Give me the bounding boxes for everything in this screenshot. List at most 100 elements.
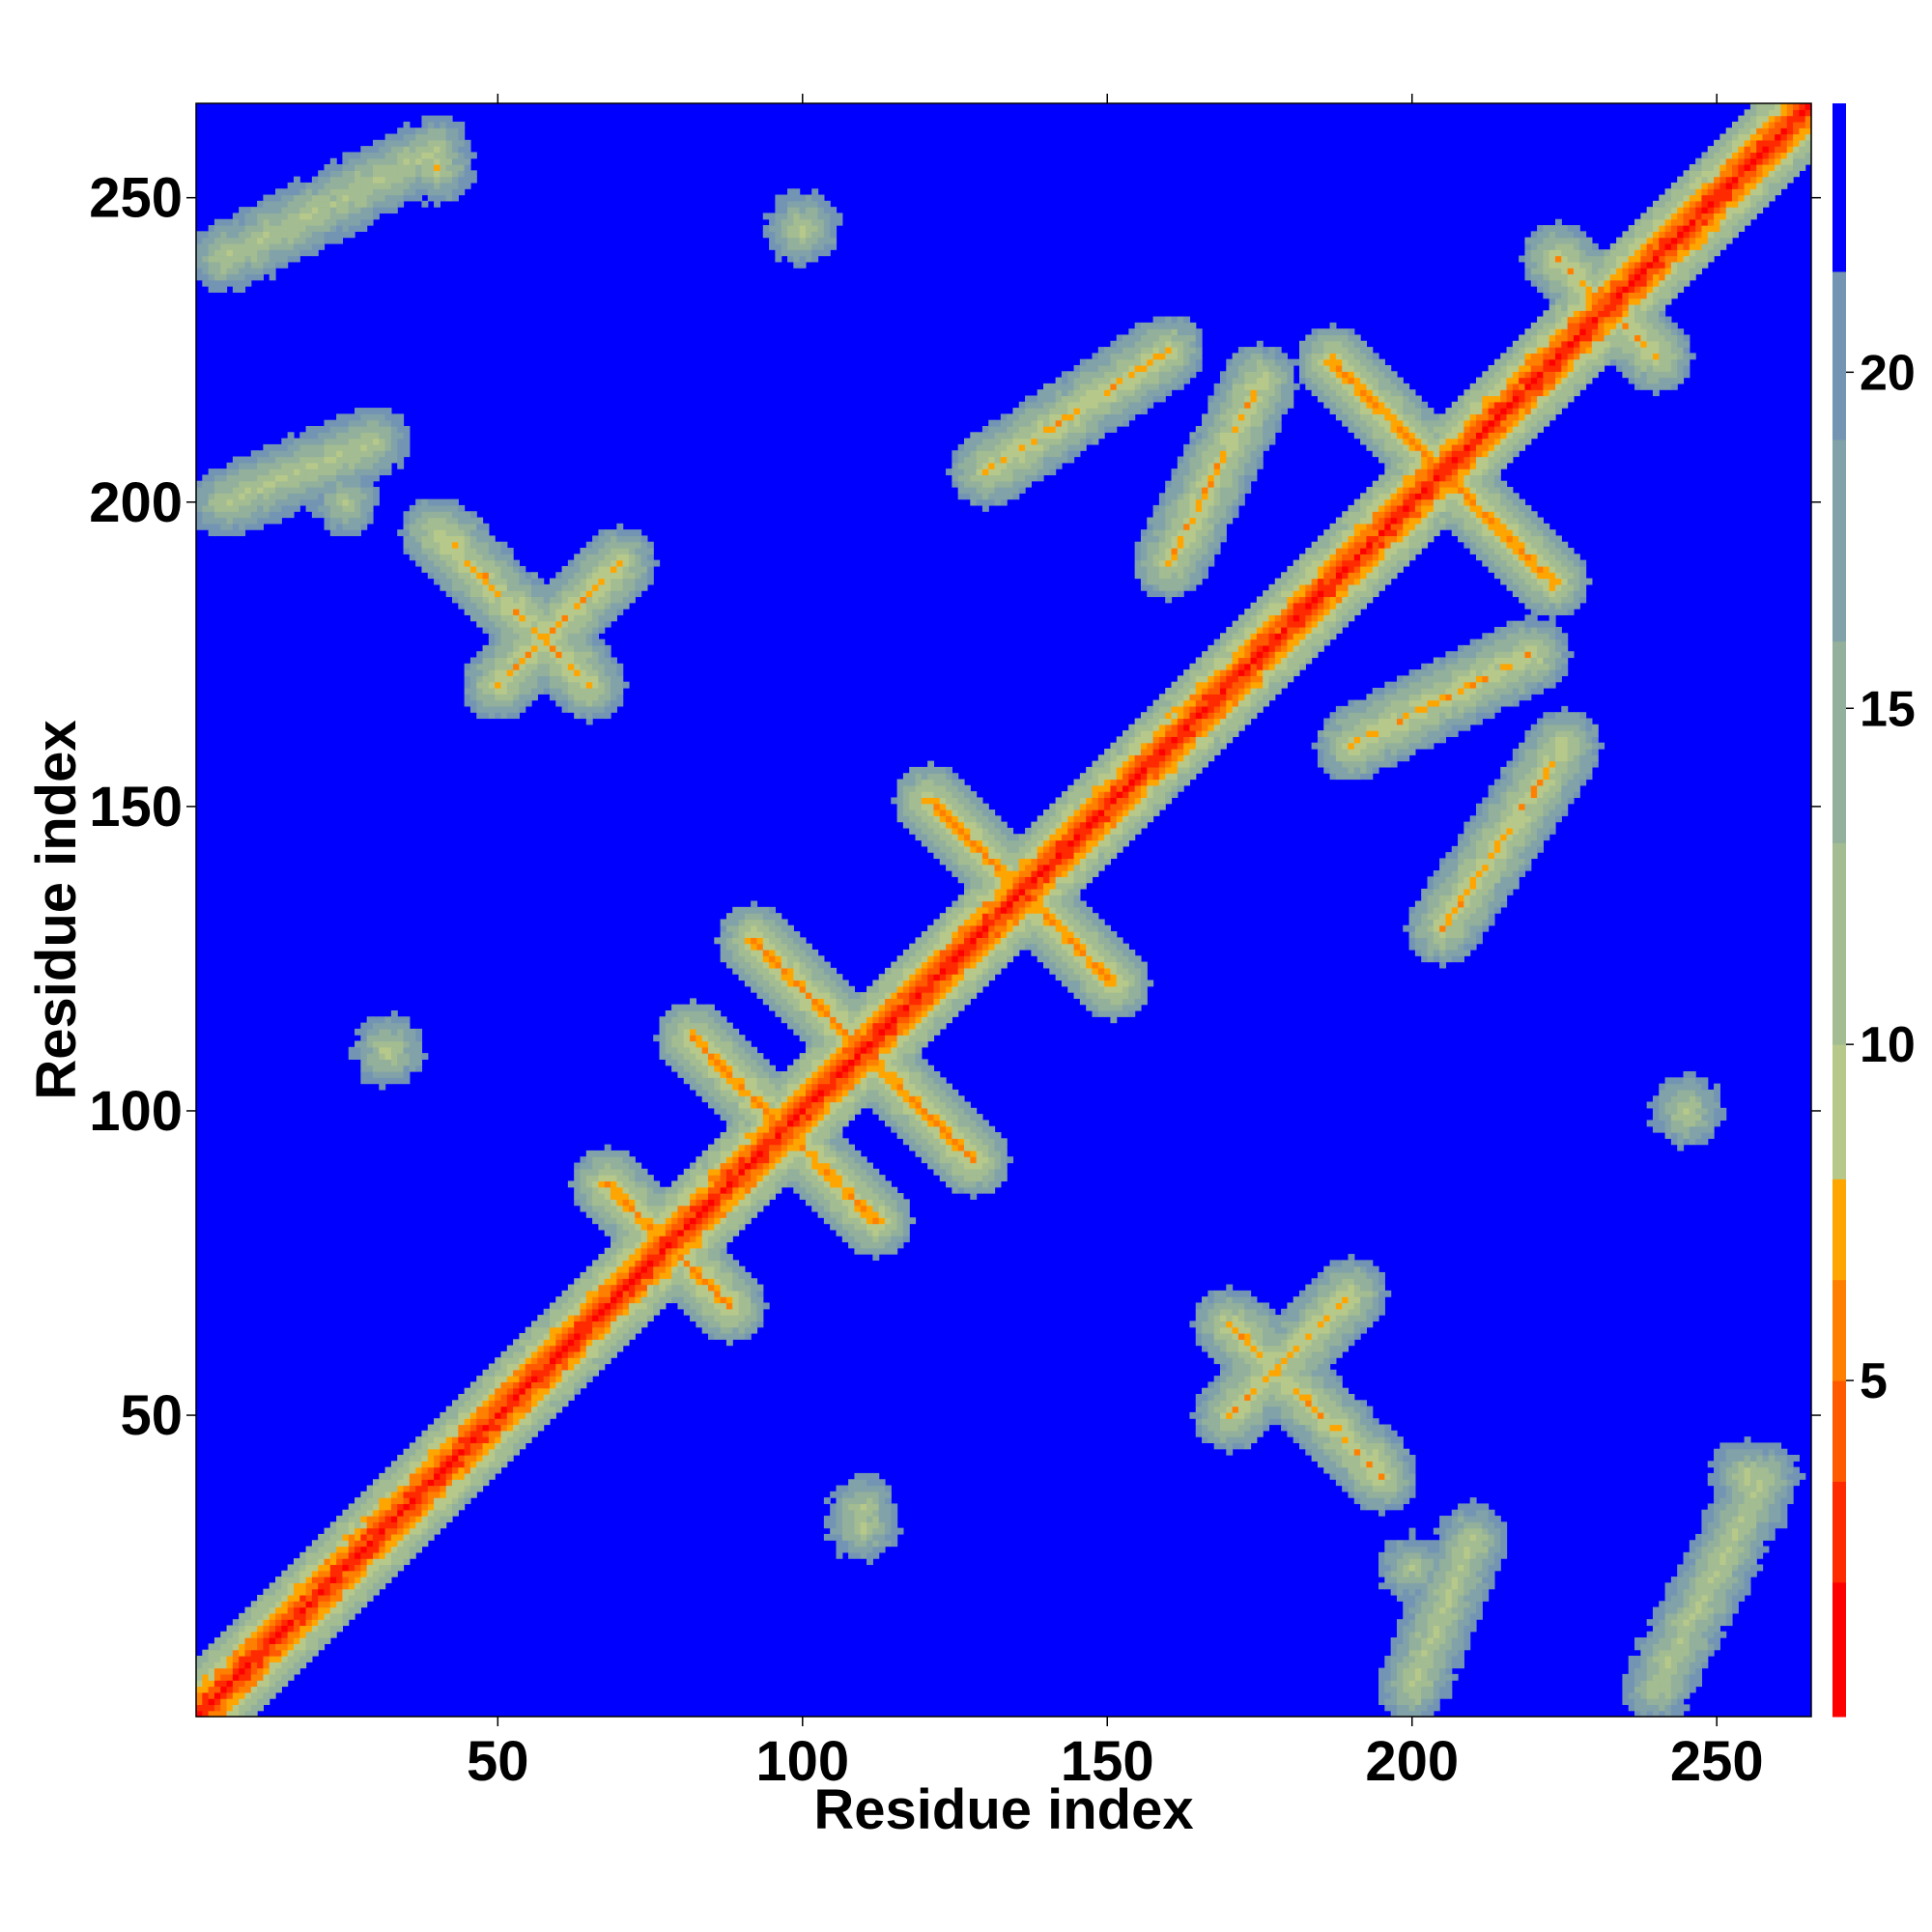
heatmap-cell xyxy=(1469,1625,1477,1633)
heatmap-cell xyxy=(1281,1326,1288,1334)
heatmap-cell xyxy=(1731,1601,1739,1608)
heatmap-cell xyxy=(848,1144,856,1151)
heatmap-cell xyxy=(1469,1551,1477,1559)
heatmap-cell xyxy=(506,1436,514,1444)
heatmap-cell xyxy=(1263,1406,1270,1413)
heatmap-cell xyxy=(751,1083,758,1091)
heatmap-cell xyxy=(580,1308,587,1316)
heatmap-cell xyxy=(933,1089,941,1096)
heatmap-cell xyxy=(616,1180,624,1188)
heatmap-cell xyxy=(585,1210,593,1218)
heatmap-cell xyxy=(1335,1424,1343,1432)
heatmap-cell xyxy=(1695,1680,1703,1688)
heatmap-cell xyxy=(1353,1271,1361,1279)
heatmap-cell xyxy=(1403,1497,1410,1505)
heatmap-cell xyxy=(1317,1387,1324,1395)
heatmap-cell xyxy=(1475,1527,1483,1535)
heatmap-cell xyxy=(232,1643,240,1651)
heatmap-cell xyxy=(1677,1643,1685,1651)
heatmap-cell xyxy=(476,1381,484,1389)
heatmap-cell xyxy=(1287,1411,1294,1419)
heatmap-cell xyxy=(598,1210,606,1218)
heatmap-cell xyxy=(762,1180,770,1188)
heatmap-cell xyxy=(793,1156,801,1164)
heatmap-cell xyxy=(415,1466,423,1474)
heatmap-cell xyxy=(1683,1619,1690,1627)
heatmap-cell xyxy=(1427,1612,1435,1620)
heatmap-cell xyxy=(482,1381,490,1389)
heatmap-cell xyxy=(1683,1077,1690,1085)
heatmap-cell xyxy=(1670,1704,1678,1712)
heatmap-cell xyxy=(1433,1594,1440,1602)
heatmap-cell xyxy=(1756,1497,1764,1505)
heatmap-cell xyxy=(434,1418,440,1426)
heatmap-cell xyxy=(1652,1625,1660,1633)
heatmap-cell xyxy=(1396,1680,1404,1688)
heatmap-cell xyxy=(469,1455,477,1462)
heatmap-cell xyxy=(872,1175,880,1182)
heatmap-cell xyxy=(555,1394,563,1401)
heatmap-cell xyxy=(1263,1345,1270,1352)
heatmap-cell xyxy=(799,1107,807,1115)
heatmap-cell xyxy=(379,1521,386,1529)
heatmap-cell xyxy=(902,1132,910,1139)
heatmap-cell xyxy=(519,1381,526,1389)
heatmap-cell xyxy=(1695,1625,1703,1633)
heatmap-cell xyxy=(1348,1485,1355,1492)
heatmap-cell xyxy=(1738,1546,1746,1553)
heatmap-cell xyxy=(860,1168,867,1176)
heatmap-cell xyxy=(1360,1290,1368,1297)
heatmap-cell xyxy=(872,1551,880,1559)
heatmap-cell xyxy=(872,1236,880,1243)
heatmap-cell xyxy=(872,1546,880,1553)
heatmap-cell xyxy=(543,1345,551,1352)
heatmap-cell xyxy=(1738,1466,1746,1474)
heatmap-cell xyxy=(519,1345,526,1352)
heatmap-cell xyxy=(1342,1406,1350,1413)
heatmap-cell xyxy=(1293,1381,1300,1389)
heatmap-cell xyxy=(1725,1479,1733,1487)
heatmap-cell xyxy=(1353,1455,1361,1462)
heatmap-cell xyxy=(1311,1376,1319,1382)
heatmap-cell xyxy=(1202,1332,1208,1340)
heatmap-cell xyxy=(891,1241,898,1249)
heatmap-cell xyxy=(677,1236,685,1243)
heatmap-cell xyxy=(1445,1662,1453,1669)
heatmap-cell xyxy=(1195,1424,1203,1432)
heatmap-cell xyxy=(263,1594,270,1602)
heatmap-cell xyxy=(1390,1570,1398,1577)
heatmap-cell xyxy=(1683,1107,1690,1115)
heatmap-cell xyxy=(1451,1540,1459,1548)
heatmap-cell xyxy=(635,1175,642,1182)
heatmap-cell xyxy=(1707,1619,1715,1627)
heatmap-cell xyxy=(836,1503,843,1511)
heatmap-cell xyxy=(902,1107,910,1115)
heatmap-cell xyxy=(1250,1345,1258,1352)
heatmap-cell xyxy=(1427,1546,1435,1553)
heatmap-cell xyxy=(415,1521,423,1529)
heatmap-cell xyxy=(434,1527,440,1535)
heatmap-cell xyxy=(751,1107,758,1115)
heatmap-cell xyxy=(1458,1655,1464,1662)
heatmap-cell xyxy=(1348,1315,1355,1321)
heatmap-cell xyxy=(372,1479,380,1487)
heatmap-cell xyxy=(1707,1107,1715,1115)
heatmap-cell xyxy=(841,1083,849,1091)
heatmap-cell xyxy=(1414,1637,1422,1644)
heatmap-cell xyxy=(1689,1101,1696,1109)
heatmap-cell xyxy=(1731,1564,1739,1572)
heatmap-cell xyxy=(1451,1601,1459,1608)
heatmap-cell xyxy=(1482,1503,1490,1511)
heatmap-cell xyxy=(598,1217,606,1225)
heatmap-cell xyxy=(1366,1411,1374,1419)
heatmap-cell xyxy=(1202,1400,1208,1407)
heatmap-cell xyxy=(622,1236,630,1243)
heatmap-cell xyxy=(269,1619,276,1627)
heatmap-cell xyxy=(513,1363,520,1371)
heatmap-cell xyxy=(1348,1455,1355,1462)
heatmap-cell xyxy=(1202,1345,1208,1352)
heatmap-cell xyxy=(445,1516,453,1522)
heatmap-cell xyxy=(751,1296,758,1304)
heatmap-cell xyxy=(585,1284,593,1292)
heatmap-cell xyxy=(1475,1601,1483,1608)
